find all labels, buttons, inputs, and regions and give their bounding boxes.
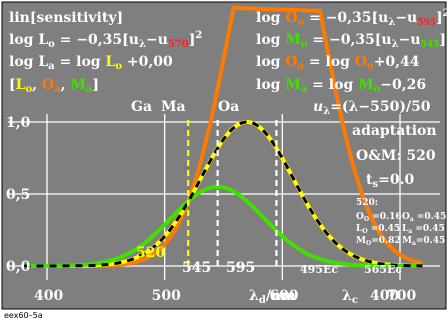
label-520-header: 520: bbox=[356, 198, 378, 208]
formula-log-mo: log Mo = −0,35[uλ−u545]2 bbox=[256, 30, 448, 50]
y-tick-label: 0,5 bbox=[6, 187, 30, 203]
label-ts: ts=0.0 bbox=[366, 172, 414, 190]
annotation-ma: Ma bbox=[161, 99, 186, 115]
small-value-left: MO=0.82 bbox=[356, 236, 401, 247]
small-value-right: Oa =0.45 bbox=[402, 212, 446, 223]
small-value-right: La =0.45 bbox=[402, 224, 445, 235]
small-value-left: OO =0.16 bbox=[356, 212, 402, 223]
formula-legend-lom: [Lo, Oa, Ma] bbox=[9, 77, 99, 95]
formula-log-ma: log Ma = log Mo−0,26 bbox=[256, 77, 426, 95]
formula-log-lo: log Lo = −0,35[uλ−u570]2 bbox=[9, 30, 202, 50]
y-tick-label: 0,0 bbox=[6, 259, 31, 275]
y-tick-labels: 0,0 0,5 1,0 bbox=[6, 115, 31, 275]
x-tick-label: 700 bbox=[387, 288, 416, 304]
annotation-oa: Oa bbox=[218, 99, 239, 115]
x-axis-label: λd/nm bbox=[249, 288, 296, 306]
annotation-595: 595 bbox=[226, 260, 255, 276]
series-dashed-570-dashed bbox=[23, 120, 423, 268]
label-adaptation: adaptation bbox=[352, 123, 437, 139]
small-value-left: LO =0.45 bbox=[356, 224, 400, 235]
x-tick-label: 500 bbox=[152, 288, 181, 304]
annotation-ga: Ga bbox=[131, 99, 152, 115]
annotation-495ec: 495Ec bbox=[300, 263, 338, 276]
annotation-565ec: 565Ec bbox=[364, 263, 402, 276]
label-om-520: O&M: 520 bbox=[356, 148, 436, 164]
x-tick-labels: 400 500 600 700 bbox=[34, 288, 416, 304]
formula-lin-sensitivity: lin[sensitivity] bbox=[9, 10, 123, 26]
formula-log-oo: log Oo = −0,35[uλ−u595]2 bbox=[256, 8, 448, 28]
formula-u-lambda: uλ=(λ−550)/50 bbox=[313, 99, 431, 117]
annotation-520: 520 bbox=[136, 245, 165, 261]
small-value-right: Ma=0.45 bbox=[402, 236, 445, 247]
curves-group bbox=[23, 5, 423, 268]
formula-log-oa: log Oa = log Oo+0,44 bbox=[256, 54, 420, 72]
x-axis-extra-tick: 400 bbox=[370, 288, 399, 304]
y-tick-label: 1,0 bbox=[6, 115, 31, 131]
x-tick-label: 600 bbox=[269, 288, 298, 304]
x-tick-label: 400 bbox=[34, 288, 63, 304]
x-axis-extra-label: λc bbox=[342, 288, 358, 306]
formula-log-la: log La = log Lo +0,00 bbox=[9, 54, 173, 72]
annotation-545: 545 bbox=[182, 260, 211, 276]
footer-code: eex60–5a bbox=[4, 311, 43, 320]
